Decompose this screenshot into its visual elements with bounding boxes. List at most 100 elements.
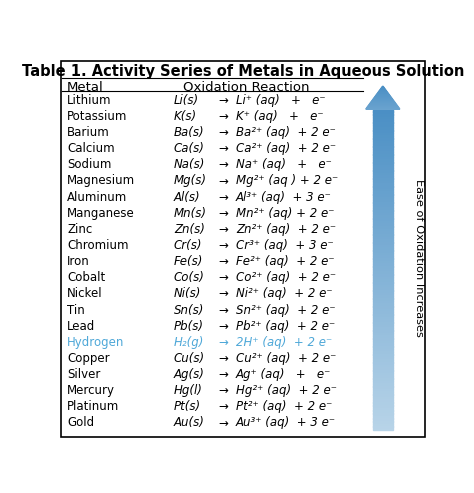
Text: Au³⁺ (aq)  + 3 e⁻: Au³⁺ (aq) + 3 e⁻ [236, 417, 336, 429]
Text: Al(s): Al(s) [174, 191, 201, 204]
Text: Cr(s): Cr(s) [174, 239, 202, 252]
Text: Cu²⁺ (aq)  + 2 e⁻: Cu²⁺ (aq) + 2 e⁻ [236, 352, 337, 365]
Text: Hg(l): Hg(l) [174, 384, 203, 397]
Bar [373, 315, 392, 317]
Bar [373, 224, 392, 227]
Bar [373, 109, 392, 112]
Bar [373, 197, 392, 200]
Bar [373, 250, 392, 253]
Bar [373, 253, 392, 256]
Bar [373, 370, 392, 374]
Bar [373, 234, 392, 237]
Text: Silver: Silver [67, 368, 100, 381]
Text: →: → [218, 175, 228, 187]
Bar [373, 402, 392, 406]
Text: →: → [218, 191, 228, 204]
Bar [373, 151, 392, 155]
Text: →: → [218, 142, 228, 155]
Bar [373, 296, 392, 299]
Bar [373, 400, 392, 403]
Bar [373, 176, 392, 178]
Bar [373, 189, 392, 192]
Text: Ni²⁺ (aq)  + 2 e⁻: Ni²⁺ (aq) + 2 e⁻ [236, 287, 333, 300]
Text: Potassium: Potassium [67, 110, 128, 123]
Bar [373, 149, 392, 152]
Bar [373, 384, 392, 387]
Bar [373, 138, 392, 141]
Text: Mercury: Mercury [67, 384, 115, 397]
Bar [373, 181, 392, 184]
Text: Zn²⁺ (aq)  + 2 e⁻: Zn²⁺ (aq) + 2 e⁻ [236, 223, 336, 236]
Bar [373, 128, 392, 131]
Polygon shape [367, 106, 398, 107]
Text: Fe²⁺ (aq)  + 2 e⁻: Fe²⁺ (aq) + 2 e⁻ [236, 255, 335, 268]
Text: →: → [218, 126, 228, 139]
Bar [373, 162, 392, 165]
Bar [373, 221, 392, 224]
Bar [373, 394, 392, 397]
Bar [373, 125, 392, 128]
Bar [373, 312, 392, 315]
Text: Cobalt: Cobalt [67, 271, 105, 284]
Bar [373, 347, 392, 350]
Bar [373, 285, 392, 288]
Text: Hydrogen: Hydrogen [67, 336, 124, 349]
Text: Magnesium: Magnesium [67, 175, 135, 187]
Bar [373, 408, 392, 411]
Bar [373, 280, 392, 282]
Polygon shape [379, 90, 386, 91]
Bar [373, 325, 392, 328]
Bar [373, 328, 392, 331]
Bar [373, 141, 392, 144]
Text: Li(s): Li(s) [174, 94, 199, 107]
Bar [373, 269, 392, 272]
Bar [373, 424, 392, 427]
Polygon shape [374, 98, 392, 99]
Text: Pb(s): Pb(s) [174, 319, 204, 333]
Text: →: → [218, 158, 228, 172]
Text: 2H⁺ (aq)  + 2 e⁻: 2H⁺ (aq) + 2 e⁻ [236, 336, 332, 349]
Bar [373, 397, 392, 400]
Polygon shape [377, 93, 388, 94]
Text: Lithium: Lithium [67, 94, 111, 107]
Bar [373, 360, 392, 363]
Text: →: → [218, 287, 228, 300]
Polygon shape [372, 100, 393, 101]
Polygon shape [366, 108, 400, 109]
Polygon shape [371, 101, 394, 102]
Bar [373, 341, 392, 344]
Bar [373, 173, 392, 176]
Bar [373, 357, 392, 360]
Polygon shape [373, 99, 392, 100]
Polygon shape [382, 87, 384, 88]
Bar [373, 304, 392, 307]
Bar [373, 387, 392, 389]
Bar [373, 229, 392, 232]
Text: Manganese: Manganese [67, 207, 135, 220]
Bar [373, 122, 392, 125]
Text: Pt(s): Pt(s) [174, 400, 201, 413]
Bar [373, 373, 392, 376]
Text: →: → [218, 336, 228, 349]
Polygon shape [369, 104, 396, 105]
Text: →: → [218, 239, 228, 252]
Bar [373, 376, 392, 379]
Bar [373, 277, 392, 280]
Bar [373, 349, 392, 352]
Text: Sodium: Sodium [67, 158, 111, 172]
Text: Ba(s): Ba(s) [174, 126, 205, 139]
Bar [373, 416, 392, 419]
Text: Pt²⁺ (aq)  + 2 e⁻: Pt²⁺ (aq) + 2 e⁻ [236, 400, 332, 413]
Bar [373, 322, 392, 325]
Bar [373, 392, 392, 395]
Bar [373, 183, 392, 187]
Bar [373, 411, 392, 414]
Bar [373, 157, 392, 160]
Polygon shape [374, 97, 392, 98]
Text: Cu(s): Cu(s) [174, 352, 205, 365]
Text: Calcium: Calcium [67, 142, 115, 155]
Bar [373, 272, 392, 275]
Bar [373, 293, 392, 296]
Text: Zn(s): Zn(s) [174, 223, 205, 236]
Text: K(s): K(s) [174, 110, 197, 123]
